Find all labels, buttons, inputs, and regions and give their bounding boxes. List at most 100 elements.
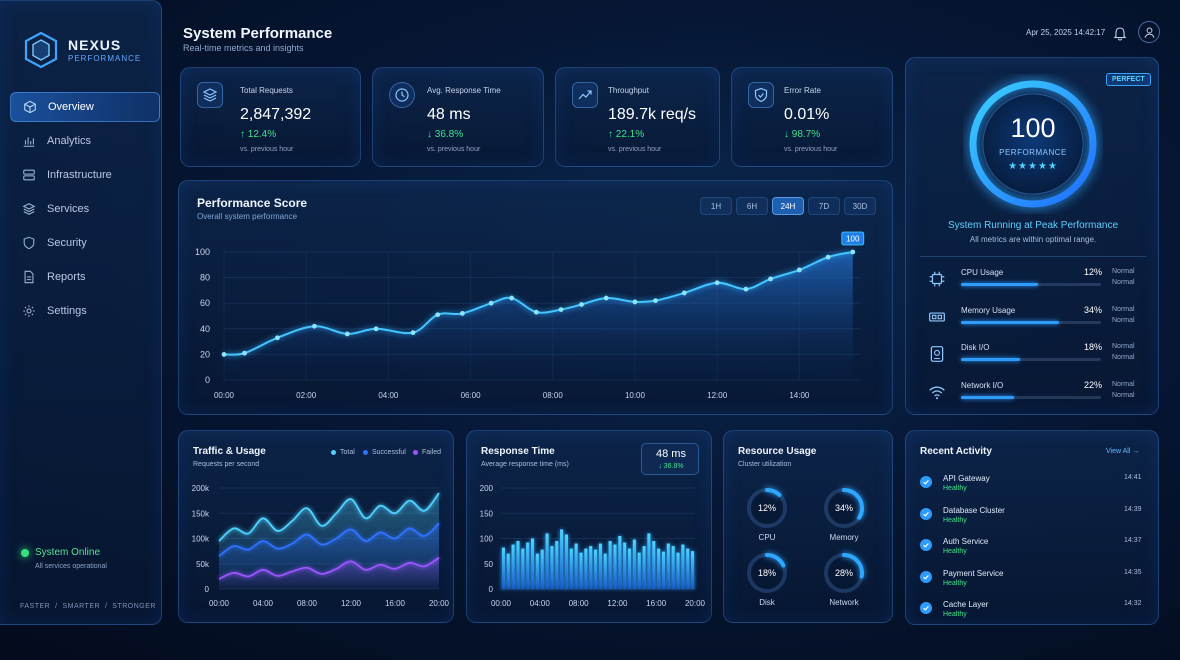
range-button-1h[interactable]: 1H [700, 197, 732, 215]
metric-label-memory-usage: Memory Usage [961, 305, 1016, 315]
y-tick-label: 150 [480, 509, 494, 518]
response-bar [540, 549, 544, 589]
recent-activity-card: Recent Activity View All → API Gateway He… [905, 430, 1159, 625]
check-icon [920, 570, 932, 583]
y-tick-label: 0 [205, 585, 210, 594]
response-bar [603, 553, 607, 589]
kpi-change: ↓ 36.8% [427, 129, 464, 140]
kpi-label: Total Requests [240, 86, 293, 95]
check-icon [920, 539, 932, 551]
response-change: ↓ 36.8% [658, 463, 684, 470]
range-button-7d[interactable]: 7D [808, 197, 840, 215]
response-bar [637, 552, 641, 589]
activity-status: Healthy [943, 516, 967, 524]
response-bar [560, 529, 564, 589]
kpi-value: 0.01% [784, 106, 830, 123]
response-bar [613, 544, 617, 589]
y-tick-label: 200 [480, 484, 494, 493]
system-status-subtitle: All services operational [35, 563, 107, 570]
data-point [242, 350, 247, 356]
range-button-24h[interactable]: 24H [772, 197, 804, 215]
traffic-chart: 0 50k 100k 150k 200k 00:00 04:00 08:00 12:00 16:0… [192, 484, 450, 608]
response-bar [598, 543, 602, 589]
response-chart: 0 50 100 150 200 00:00 04:00 08:00 12:00 16:00 20:… [480, 484, 706, 608]
range-button-6h[interactable]: 6H [736, 197, 768, 215]
score-value: 100 [1010, 113, 1056, 143]
activity-name-database-cluster[interactable]: Database Cluster [943, 505, 1005, 515]
card-subtitle: Cluster utilization [738, 461, 792, 468]
legend-successful[interactable]: Successful [363, 449, 406, 456]
traffic-usage-card: Traffic & Usage Requests per second Tota… [178, 430, 454, 623]
metric-value-disk-i-o: 18% [1083, 342, 1102, 352]
range-button-30d[interactable]: 30D [844, 197, 876, 215]
response-bar [506, 553, 510, 589]
score-stars: ★★★★★ [1008, 161, 1058, 172]
x-tick-label: 04:00 [378, 391, 399, 400]
x-tick-label: 20:00 [685, 599, 706, 608]
nav-item-settings[interactable]: Settings [10, 296, 160, 326]
data-point [768, 276, 773, 282]
activity-status: Healthy [943, 548, 967, 555]
traffic-line-total [218, 492, 440, 542]
y-tick-label: 100 [195, 247, 210, 257]
nav-item-analytics[interactable]: Analytics [10, 126, 160, 156]
nav-label: Reports [47, 271, 86, 283]
y-tick-label: 50k [196, 560, 210, 569]
activity-name-cache-layer[interactable]: Cache Layer [943, 600, 989, 609]
ring-value-cpu: 12% [758, 503, 776, 513]
legend-failed[interactable]: Failed [413, 449, 441, 456]
data-point [373, 326, 379, 332]
response-bar [671, 546, 675, 589]
activity-name-api-gateway[interactable]: API Gateway [943, 474, 990, 483]
avatar[interactable] [1138, 21, 1160, 43]
x-tick-label: 12:00 [707, 391, 728, 400]
response-bar [589, 546, 593, 589]
nav-item-security[interactable]: Security [10, 228, 160, 258]
data-point [603, 295, 609, 301]
response-bar [686, 548, 690, 589]
nav-item-services[interactable]: Services [10, 194, 160, 224]
nav-item-reports[interactable]: Reports [10, 262, 160, 292]
kpi-foot: vs. previous hour [784, 146, 838, 153]
response-bar [569, 548, 573, 589]
kpi-foot: vs. previous hour [608, 146, 662, 153]
resource-rings: 12% 34% 18% 28% [747, 488, 864, 593]
data-point [410, 330, 416, 336]
x-tick-label: 00:00 [491, 599, 512, 608]
card-subtitle: Overall system performance [197, 212, 298, 221]
kpi-card-error-rate: Error Rate 0.01% ↓ 98.7% vs. previous ho… [731, 67, 893, 167]
data-point [653, 298, 658, 304]
bell-icon[interactable] [1112, 25, 1128, 41]
response-bar [627, 548, 632, 589]
activity-name-auth-service[interactable]: Auth Service [943, 537, 989, 546]
chip-icon [929, 271, 945, 287]
y-tick-label: 100k [192, 535, 210, 544]
activity-time: 14:32 [1124, 600, 1142, 607]
response-bar [691, 551, 695, 589]
legend-total[interactable]: Total [331, 449, 355, 456]
header-time: 14:42:17 [1074, 28, 1106, 37]
nav-item-overview[interactable]: Overview [10, 92, 160, 122]
kpi-change: ↓ 98.7% [784, 129, 821, 140]
response-bar [511, 544, 515, 589]
card-subtitle: Requests per second [193, 461, 260, 468]
page-title: System Performance [183, 25, 333, 42]
view-all-link[interactable]: View All → [1106, 448, 1140, 455]
metric-status: Normal [1112, 354, 1135, 361]
response-bar [666, 543, 670, 589]
status-online-dot [21, 549, 29, 557]
page-subtitle: Real-time metrics and insights [183, 43, 304, 53]
nav-item-infrastructure[interactable]: Infrastructure [10, 160, 160, 190]
data-point [488, 300, 494, 306]
activity-name-payment-service[interactable]: Payment Service [943, 568, 1004, 578]
performance-score-card: Performance Score Overall system perform… [178, 180, 893, 415]
response-summary-box: 48 ms ↓ 36.8% [641, 443, 699, 475]
nav-label: Analytics [47, 135, 92, 147]
performance-area [224, 252, 853, 380]
response-bar [594, 549, 598, 589]
metric-bar-track [961, 395, 1101, 399]
peak-badge [841, 231, 865, 246]
x-tick-label: 14:00 [789, 391, 810, 400]
activity-status: Healthy [943, 579, 967, 587]
x-tick-label: 06:00 [461, 391, 482, 400]
